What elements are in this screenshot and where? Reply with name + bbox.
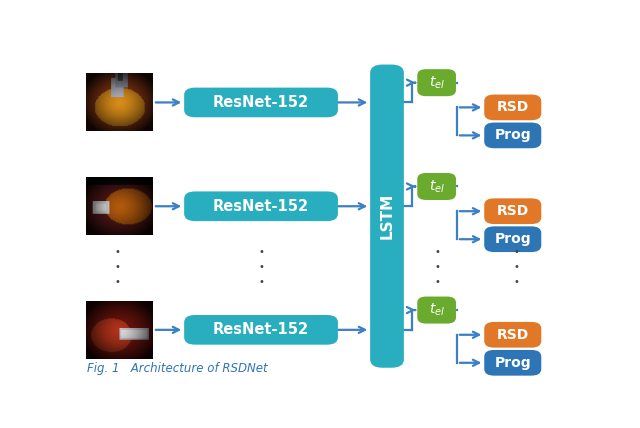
Text: $t_{el}$: $t_{el}$ — [429, 302, 445, 318]
Text: ResNet-152: ResNet-152 — [213, 95, 309, 110]
FancyBboxPatch shape — [484, 350, 541, 376]
FancyBboxPatch shape — [184, 191, 338, 221]
FancyBboxPatch shape — [484, 122, 541, 148]
Text: ResNet-152: ResNet-152 — [213, 199, 309, 214]
Text: •: • — [258, 262, 264, 272]
FancyBboxPatch shape — [484, 95, 541, 120]
Text: Prog: Prog — [495, 128, 531, 143]
Text: RSD: RSD — [497, 328, 529, 342]
Text: $t_{el}$: $t_{el}$ — [429, 178, 445, 195]
Text: •: • — [115, 277, 120, 287]
Text: •: • — [258, 247, 264, 257]
Text: •: • — [115, 262, 120, 272]
FancyBboxPatch shape — [417, 69, 456, 96]
Text: •: • — [115, 247, 120, 257]
FancyBboxPatch shape — [184, 88, 338, 117]
Text: RSD: RSD — [497, 204, 529, 218]
FancyBboxPatch shape — [184, 315, 338, 345]
Text: Fig. 1   Architecture of RSDNet: Fig. 1 Architecture of RSDNet — [88, 362, 268, 375]
Text: •: • — [434, 262, 440, 272]
Text: •: • — [434, 247, 440, 257]
Text: •: • — [513, 262, 520, 272]
Text: Prog: Prog — [495, 232, 531, 246]
FancyBboxPatch shape — [484, 322, 541, 348]
FancyBboxPatch shape — [417, 297, 456, 324]
Text: •: • — [434, 277, 440, 287]
FancyBboxPatch shape — [370, 65, 404, 368]
Text: •: • — [513, 247, 520, 257]
Text: LSTM: LSTM — [380, 193, 394, 239]
FancyBboxPatch shape — [484, 226, 541, 252]
Text: •: • — [258, 277, 264, 287]
Text: Prog: Prog — [495, 356, 531, 370]
Text: ResNet-152: ResNet-152 — [213, 322, 309, 337]
Text: $t_{el}$: $t_{el}$ — [429, 74, 445, 91]
Text: RSD: RSD — [497, 101, 529, 114]
FancyBboxPatch shape — [417, 173, 456, 200]
Text: •: • — [513, 277, 520, 287]
FancyBboxPatch shape — [484, 198, 541, 224]
